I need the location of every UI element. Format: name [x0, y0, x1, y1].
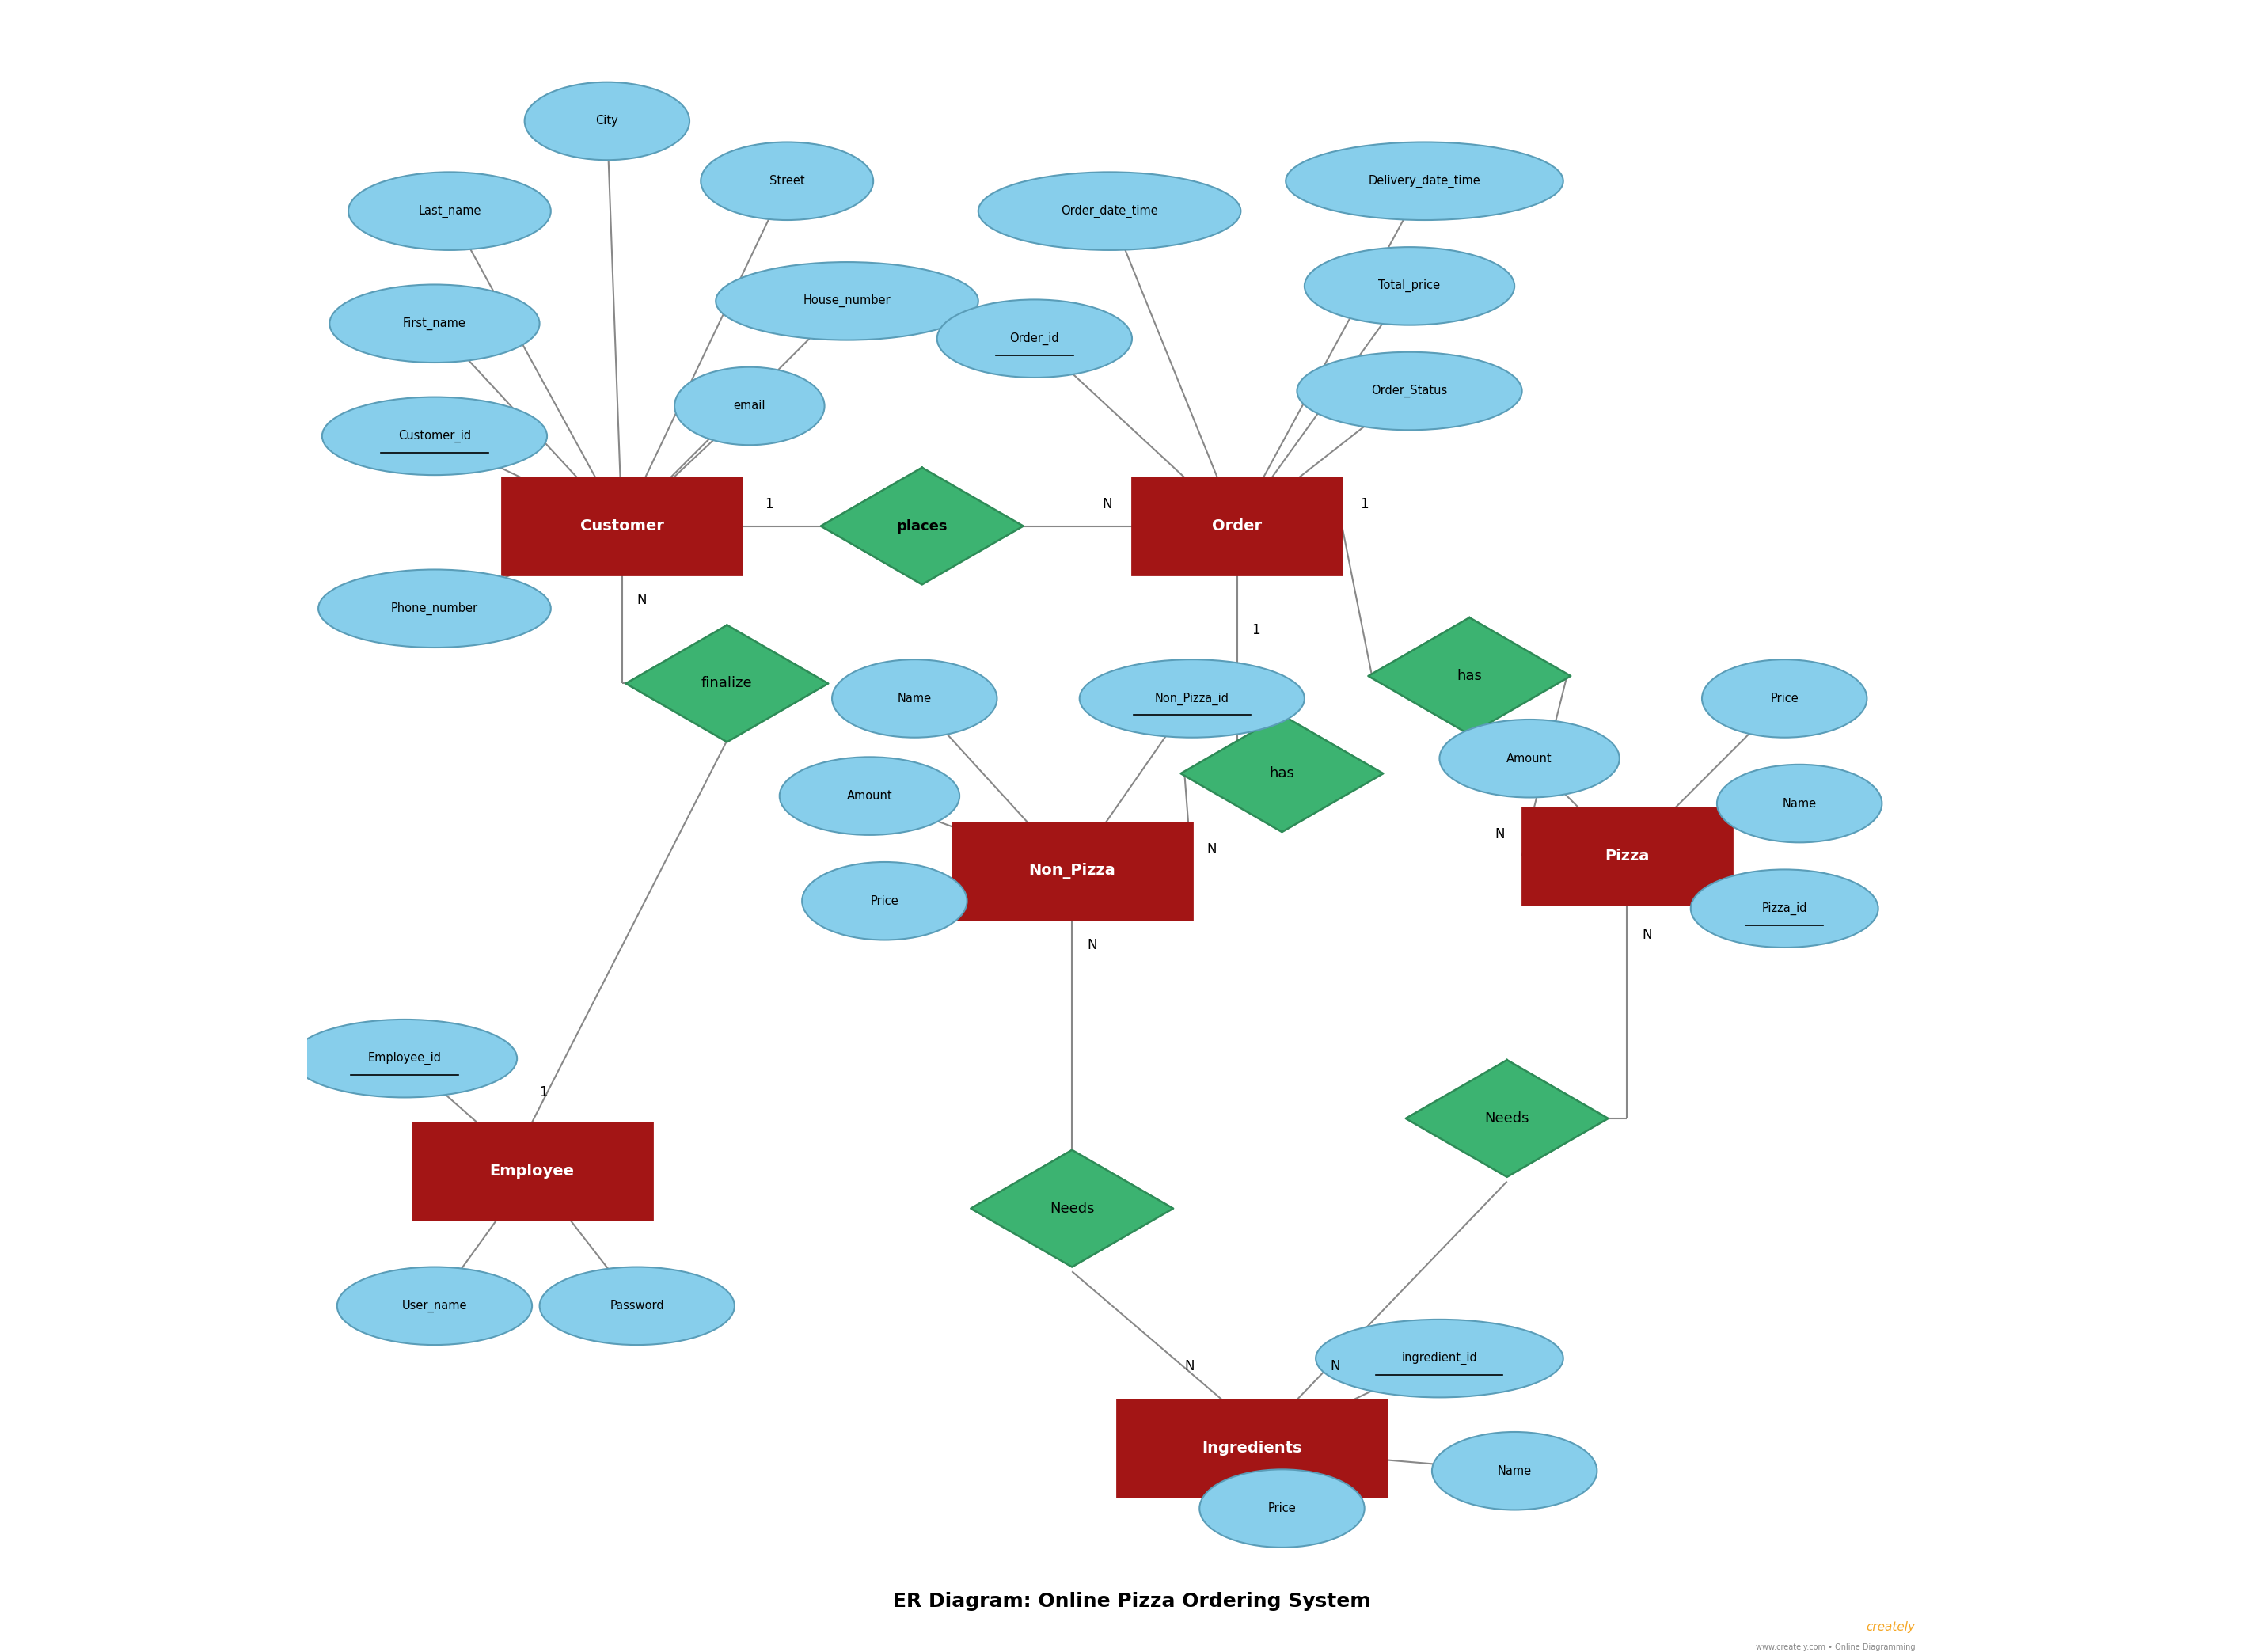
Text: finalize: finalize [702, 676, 752, 691]
Text: City: City [595, 116, 618, 127]
Ellipse shape [715, 263, 978, 340]
Text: Order: Order [1211, 519, 1261, 534]
Text: Needs: Needs [1050, 1201, 1094, 1216]
Ellipse shape [675, 367, 824, 444]
Polygon shape [1406, 1061, 1607, 1176]
Polygon shape [822, 468, 1023, 585]
Text: Employee_id: Employee_id [367, 1052, 441, 1066]
Ellipse shape [1286, 142, 1562, 220]
Text: Price: Price [1770, 692, 1798, 704]
Text: User_name: User_name [403, 1300, 466, 1312]
Text: House_number: House_number [804, 294, 890, 307]
Text: Non_Pizza_id: Non_Pizza_id [1155, 692, 1229, 705]
Polygon shape [971, 1150, 1173, 1267]
Ellipse shape [1304, 248, 1515, 325]
Ellipse shape [1297, 352, 1521, 430]
Text: Non_Pizza: Non_Pizza [1028, 862, 1116, 879]
Text: N: N [1494, 828, 1506, 841]
Text: N: N [1329, 1360, 1340, 1373]
Ellipse shape [1431, 1432, 1596, 1510]
Text: Total_price: Total_price [1379, 279, 1440, 292]
FancyBboxPatch shape [412, 1122, 652, 1219]
Text: Pizza: Pizza [1605, 849, 1648, 864]
Text: ER Diagram: Online Pizza Ordering System: ER Diagram: Online Pizza Ordering System [892, 1593, 1372, 1611]
Ellipse shape [1691, 869, 1879, 948]
Ellipse shape [1440, 720, 1619, 798]
Text: Needs: Needs [1485, 1112, 1530, 1125]
Ellipse shape [1703, 659, 1868, 737]
Polygon shape [625, 624, 829, 742]
Text: Amount: Amount [1506, 753, 1553, 765]
Text: Employee: Employee [489, 1163, 575, 1178]
Text: www.creately.com • Online Diagramming: www.creately.com • Online Diagramming [1755, 1644, 1915, 1650]
Text: places: places [897, 519, 949, 534]
Text: N: N [1641, 927, 1653, 942]
Text: N: N [1184, 1360, 1195, 1373]
Text: has: has [1456, 669, 1483, 684]
Text: 1: 1 [539, 1085, 548, 1099]
Text: Order_Status: Order_Status [1372, 385, 1447, 398]
FancyBboxPatch shape [503, 477, 743, 575]
Text: Pizza_id: Pizza_id [1761, 902, 1807, 915]
Text: Amount: Amount [847, 790, 892, 801]
FancyBboxPatch shape [953, 823, 1191, 920]
Text: Customer: Customer [580, 519, 663, 534]
Ellipse shape [1315, 1320, 1562, 1398]
FancyBboxPatch shape [1132, 477, 1343, 575]
Text: N: N [1087, 938, 1096, 952]
Ellipse shape [937, 299, 1132, 378]
Text: N: N [1103, 497, 1112, 510]
Text: Price: Price [1268, 1502, 1295, 1515]
Text: has: has [1270, 767, 1295, 781]
Text: Ingredients: Ingredients [1202, 1441, 1302, 1455]
Ellipse shape [1080, 659, 1304, 737]
Text: creately: creately [1866, 1621, 1915, 1632]
Polygon shape [1182, 715, 1383, 833]
Text: Name: Name [1782, 798, 1816, 809]
Ellipse shape [978, 172, 1241, 249]
Text: 1: 1 [765, 497, 772, 510]
Ellipse shape [319, 570, 550, 648]
Ellipse shape [525, 83, 691, 160]
Ellipse shape [321, 396, 548, 476]
Ellipse shape [337, 1267, 532, 1345]
Text: N: N [636, 593, 648, 608]
Text: Phone_number: Phone_number [392, 601, 478, 615]
Text: email: email [734, 400, 765, 411]
Text: Order_id: Order_id [1010, 332, 1060, 345]
Polygon shape [1367, 618, 1571, 735]
Ellipse shape [779, 757, 960, 834]
Text: Order_date_time: Order_date_time [1062, 205, 1159, 218]
Ellipse shape [539, 1267, 734, 1345]
Text: Name: Name [1497, 1465, 1530, 1477]
Ellipse shape [331, 284, 539, 362]
Text: Price: Price [869, 895, 899, 907]
Text: Delivery_date_time: Delivery_date_time [1367, 175, 1481, 187]
Ellipse shape [1200, 1469, 1365, 1548]
Text: Last_name: Last_name [419, 205, 480, 218]
Ellipse shape [349, 172, 550, 249]
Ellipse shape [702, 142, 874, 220]
Ellipse shape [1716, 765, 1881, 843]
Ellipse shape [801, 862, 967, 940]
Text: Customer_id: Customer_id [398, 430, 471, 443]
Text: 1: 1 [1252, 623, 1261, 638]
Text: ingredient_id: ingredient_id [1401, 1351, 1478, 1365]
Ellipse shape [292, 1019, 516, 1097]
Text: Password: Password [609, 1300, 663, 1312]
Text: 1: 1 [1361, 497, 1367, 510]
Text: Street: Street [770, 175, 804, 187]
FancyBboxPatch shape [1116, 1399, 1388, 1497]
FancyBboxPatch shape [1521, 808, 1732, 905]
Ellipse shape [833, 659, 996, 737]
Text: Name: Name [897, 692, 931, 704]
Text: N: N [1207, 843, 1216, 856]
Text: First_name: First_name [403, 317, 466, 330]
